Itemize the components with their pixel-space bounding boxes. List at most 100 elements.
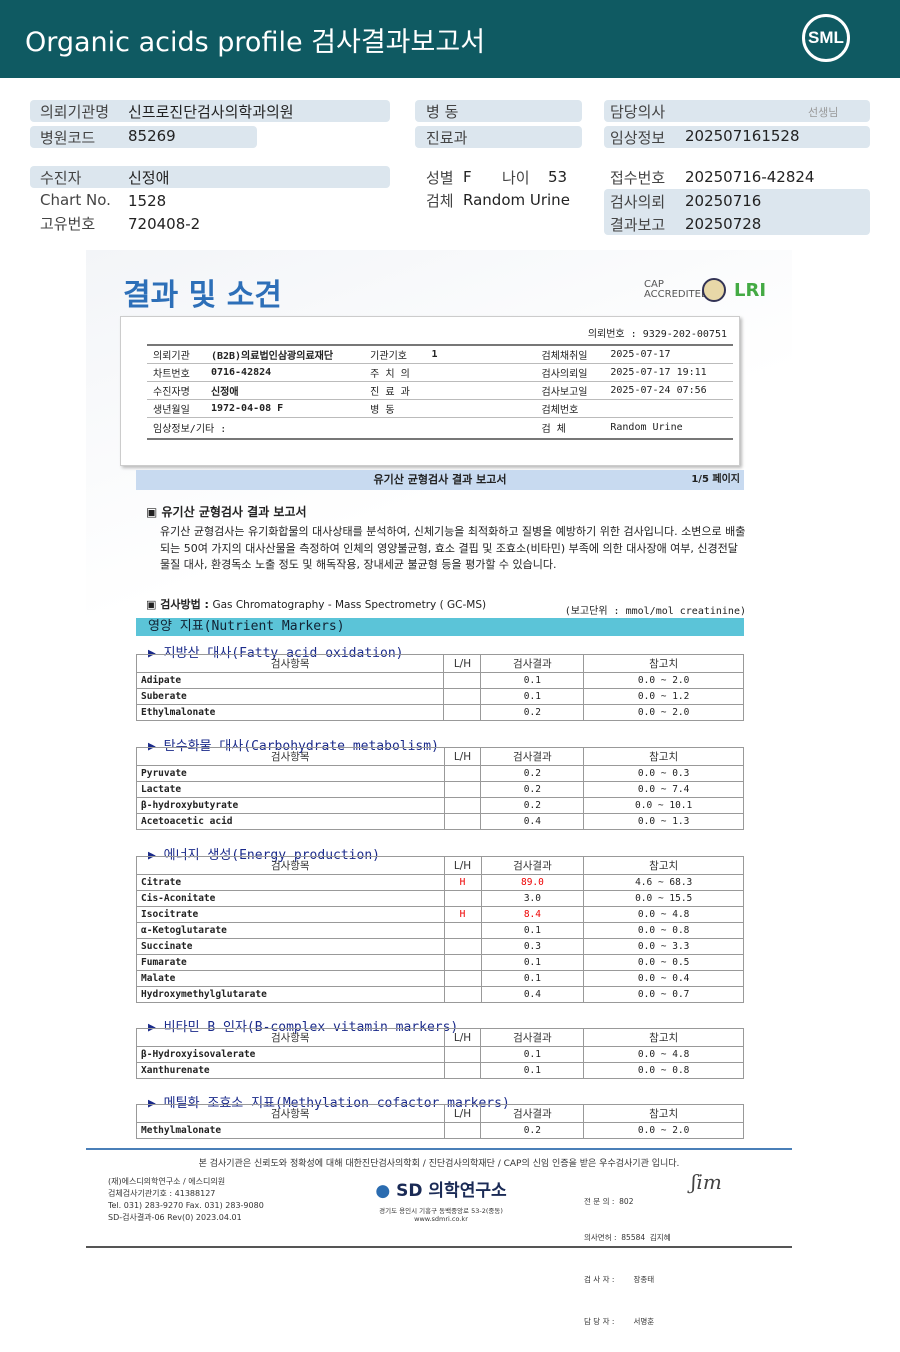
- intro: ▣ 유기산 균형검사 결과 보고서 유기산 균형검사는 유기화합물의 대사상태를…: [146, 503, 746, 574]
- page-indicator: 1/5 페이지: [691, 474, 740, 485]
- request-info-box: 의뢰번호 : 9329-202-00751 의뢰기관 (B2B)의료법인삼광의료재…: [120, 316, 740, 466]
- report-title: 결과 및 소견: [123, 278, 282, 313]
- reference-range: 0.0 ~ 4.8: [583, 906, 744, 923]
- flag: H: [443, 874, 482, 891]
- column-header: L/H: [443, 856, 482, 875]
- intro-text: 유기산 균형검사는 유기화합물의 대사상태를 분석하여, 신체기능을 최적화하고…: [160, 525, 746, 571]
- column-header: 참고치: [583, 1104, 744, 1123]
- info-label: 임상정보/기타 :: [147, 417, 536, 440]
- intro-title: 유기산 균형검사 결과 보고서: [161, 505, 307, 519]
- test-name: β-Hydroxyisovalerate: [136, 1046, 445, 1063]
- reference-range: 0.0 ~ 7.4: [583, 781, 744, 798]
- table-header: 검사항목 L/H 검사결과 참고치: [136, 747, 744, 766]
- table-row: Xanthurenate 0.1 0.0 ~ 0.8: [136, 1062, 744, 1079]
- table-row: Cis-Aconitate 3.0 0.0 ~ 15.5: [136, 890, 744, 907]
- name-row: [30, 166, 390, 188]
- test-name: Lactate: [136, 781, 445, 798]
- result-table: 검사항목 L/H 검사결과 참고치 Adipate 0.1 0.0 ~ 2.0 Suberat…: [135, 654, 744, 721]
- info-value: [425, 399, 536, 418]
- label: 고유번호: [40, 215, 96, 233]
- test-name: β-hydroxybutyrate: [136, 797, 445, 814]
- info-row: 수진자명 신정애 진 료 과 검사보고일 2025-07-24 07:56: [147, 381, 733, 400]
- result-value: 0.3: [480, 938, 585, 955]
- reference-range: 0.0 ~ 15.5: [583, 890, 744, 907]
- label: 의뢰기관명: [40, 103, 110, 121]
- cap-badge-icon: CAP ACCREDITED: [644, 279, 709, 300]
- specimen-value: Random Urine: [463, 191, 570, 209]
- manager: 담 당 자 : 서명훈: [584, 1317, 655, 1326]
- table-row: β-hydroxybutyrate 0.2 0.0 ~ 10.1: [136, 797, 744, 814]
- dept-row: [415, 126, 582, 148]
- column-header: 참고치: [583, 654, 744, 673]
- flag: [443, 938, 482, 955]
- result-table: 검사항목 L/H 검사결과 참고치 β-Hydroxyisovalerate 0.1 0.0…: [136, 1028, 744, 1079]
- institution-value: 신프로진단검사의학과의원: [128, 103, 294, 121]
- table-row: Fumarate 0.1 0.0 ~ 0.5: [136, 954, 744, 971]
- report-image: 결과 및 소견 CAP ACCREDITED LRI 의뢰번호 : 9329-2…: [86, 250, 792, 1326]
- test-name: Acetoacetic acid: [136, 813, 445, 830]
- receipt-value: 20250716-42824: [685, 168, 815, 186]
- column-header: 참고치: [583, 1028, 744, 1047]
- table-row: Malate 0.1 0.0 ~ 0.4: [136, 970, 744, 987]
- table-row: Pyruvate 0.2 0.0 ~ 0.3: [136, 765, 744, 782]
- info-label: 검 체: [535, 417, 605, 440]
- hospital-code-row: [30, 126, 257, 148]
- info-value: 0716-42824: [204, 363, 365, 382]
- clinical-value: 202507161528: [685, 127, 800, 145]
- table-header: 검사항목 L/H 검사결과 참고치: [135, 654, 744, 673]
- info-value: 2025-07-17: [604, 344, 733, 364]
- test-name: Isocitrate: [136, 906, 445, 923]
- reference-range: 0.0 ~ 4.8: [583, 1046, 744, 1063]
- sml-logo: SML: [802, 14, 850, 62]
- info-value: [425, 363, 536, 382]
- bar-title: 유기산 균형검사 결과 보고서: [373, 473, 507, 486]
- result-value: 0.4: [480, 813, 585, 830]
- reference-range: 0.0 ~ 0.3: [583, 765, 744, 782]
- request-value: 20250716: [685, 192, 762, 210]
- lab-code: 검체검사기관기호 : 41388127: [108, 1189, 216, 1198]
- test-name: Malate: [136, 970, 445, 987]
- label: 접수번호: [610, 169, 666, 187]
- reference-range: 0.0 ~ 0.5: [583, 954, 744, 971]
- info-label: 검사의뢰일: [535, 363, 605, 382]
- result-value: 0.1: [480, 688, 585, 705]
- flag: [443, 704, 482, 721]
- reference-range: 0.0 ~ 0.8: [583, 922, 744, 939]
- label: Chart No.: [40, 191, 111, 209]
- flag: [443, 765, 482, 782]
- institution-row: [30, 100, 390, 122]
- result-value: 0.1: [480, 954, 585, 971]
- table-row: Succinate 0.3 0.0 ~ 3.3: [136, 938, 744, 955]
- license: 의사면허 : 85584 김지혜: [584, 1233, 671, 1242]
- column-header: 검사결과: [480, 1028, 585, 1047]
- result-value: 3.0: [480, 890, 585, 907]
- table-row: Methylmalonate 0.2 0.0 ~ 2.0: [136, 1122, 744, 1139]
- test-name: Citrate: [136, 874, 445, 891]
- column-header: 검사항목: [136, 1028, 445, 1047]
- test-name: α-Ketoglutarate: [136, 922, 445, 939]
- column-header: L/H: [443, 654, 482, 673]
- result-value: 0.1: [480, 1046, 585, 1063]
- label: 진료과: [426, 129, 468, 147]
- flag: [443, 672, 482, 689]
- label: 성별: [426, 169, 454, 187]
- lab-website: www.sdmri.co.kr: [414, 1215, 468, 1223]
- report-bar: 유기산 균형검사 결과 보고서 1/5 페이지: [136, 470, 744, 490]
- flag: [443, 986, 482, 1003]
- test-name: Methylmalonate: [136, 1122, 445, 1139]
- table-row: Ethylmalonate 0.2 0.0 ~ 2.0: [135, 704, 744, 721]
- label: 병 동: [426, 103, 459, 121]
- result-value: 8.4: [480, 906, 585, 923]
- test-name: Succinate: [136, 938, 445, 955]
- age-value: 53: [548, 168, 568, 186]
- reference-range: 0.0 ~ 2.0: [583, 704, 744, 721]
- flag: [443, 890, 482, 907]
- dates-row: [604, 189, 870, 235]
- test-name: Pyruvate: [136, 765, 445, 782]
- info-value: 2025-07-17 19:11: [604, 363, 733, 382]
- request-info-table: 의뢰기관 (B2B)의료법인삼광의료재단 기관기호 1 검체채취일 2025-07-17 차…: [147, 344, 733, 440]
- label: 병원코드: [40, 129, 96, 147]
- label: 검사의뢰: [610, 193, 666, 211]
- category-bar: 영양 지표(Nutrient Markers): [136, 618, 744, 636]
- result-value: 0.2: [480, 797, 585, 814]
